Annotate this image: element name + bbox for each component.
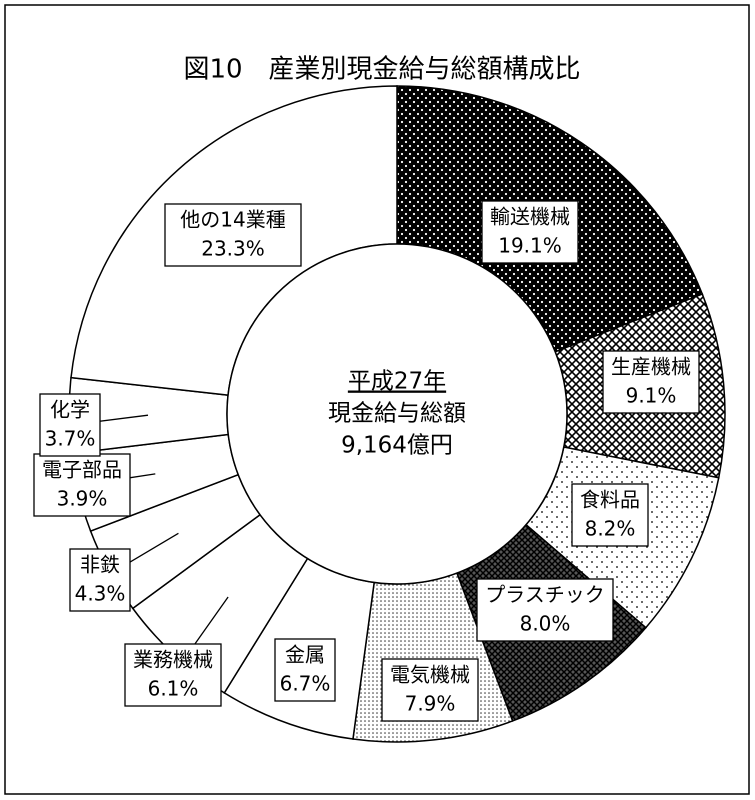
category-label: 生産機械 <box>611 355 691 379</box>
center-circle <box>226 243 568 585</box>
value-label: 23.3% <box>201 237 265 261</box>
value-label: 3.9% <box>57 487 108 511</box>
value-label: 3.7% <box>45 427 96 451</box>
label-box <box>602 350 700 414</box>
label-box <box>381 658 479 722</box>
label-box <box>124 643 222 707</box>
label-box <box>476 578 614 642</box>
value-label: 7.9% <box>405 692 456 716</box>
category-label: 電子部品 <box>42 458 122 482</box>
value-label: 6.7% <box>280 672 331 696</box>
chart-title: 図10 産業別現金給与総額構成比 <box>183 55 580 85</box>
value-label: 4.3% <box>75 582 126 606</box>
category-label: 他の14業種 <box>180 208 285 232</box>
label-box <box>69 548 131 612</box>
label-box <box>33 453 131 517</box>
label-box <box>481 200 579 264</box>
category-label: 輸送機械 <box>490 205 570 229</box>
center-text: 平成27年 <box>348 369 446 395</box>
value-label: 6.1% <box>148 677 199 701</box>
value-label: 8.0% <box>520 612 571 636</box>
category-label: プラスチック <box>485 583 605 607</box>
label-box <box>571 483 649 547</box>
value-label: 8.2% <box>585 517 636 541</box>
center-text: 現金給与総額 <box>328 401 466 427</box>
labels: 輸送機械 19.1% 生産機械 9.1% 食料品 8.2% プラスチック 8.0% 電気機械 7.… <box>33 200 700 722</box>
category-label: 非鉄 <box>80 553 120 577</box>
category-label: 食料品 <box>580 488 640 512</box>
category-label: 化学 <box>50 398 90 422</box>
category-label: 金属 <box>285 643 325 667</box>
category-label: 電気機械 <box>390 663 470 687</box>
label-box <box>274 638 336 702</box>
category-label: 業務機械 <box>133 648 213 672</box>
value-label: 9.1% <box>626 384 677 408</box>
label-box <box>164 203 302 267</box>
center-text: 9,164億円 <box>341 433 453 459</box>
label-box <box>39 393 101 457</box>
value-label: 19.1% <box>498 234 562 258</box>
